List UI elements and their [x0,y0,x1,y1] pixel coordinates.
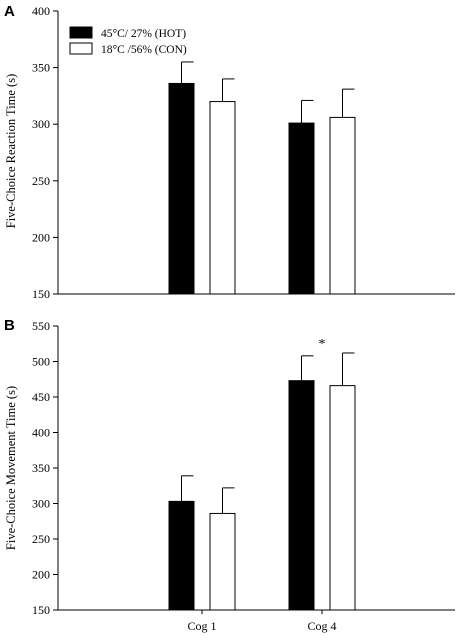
x-tick-label: Cog 4 [307,619,336,633]
bar [168,500,195,611]
y-tick-label: 150 [32,603,50,617]
y-tick-label: 300 [32,497,50,511]
bar [329,116,356,295]
legend-swatch [69,42,93,55]
y-tick-label: 200 [32,230,50,244]
y-tick-label: 250 [32,532,50,546]
x-tick-label: Cog 1 [187,619,216,633]
y-tick-label: 200 [32,568,50,582]
panel-b-letter: B [4,317,15,334]
bar [288,380,315,611]
y-tick-label: 500 [32,355,50,369]
bar [209,101,236,295]
y-tick-label: 250 [32,174,50,188]
panel-a: A 150 200 250 300 350 400 Five-Choice Reaction… [4,3,455,301]
y-tick-label: 550 [32,319,50,333]
y-axis-label: Five-Choice Reaction Time (s) [4,74,18,229]
panel-a-letter: A [4,3,15,20]
y-tick-label: 350 [32,61,50,75]
significance-asterisk: * [319,337,326,352]
y-tick-label: 350 [32,461,50,475]
y-axis-label: Five-Choice Movement Time (s) [4,386,18,550]
panel-b: B 150 200 250 300 350 400 450 500 550 Five-Choice… [4,317,455,633]
bar [168,82,195,295]
y-tick-label: 450 [32,390,50,404]
y-tick-label: 300 [32,117,50,131]
legend-label: 45°C/ 27% (HOT) [101,28,186,40]
legend-swatch [69,26,93,39]
bar [209,512,236,611]
y-tick-label: 150 [32,287,50,301]
y-tick-label: 400 [32,4,50,18]
legend-label: 18°C /56% (CON) [101,44,187,56]
bar [329,385,356,611]
bar [288,122,315,295]
y-tick-label: 400 [32,426,50,440]
